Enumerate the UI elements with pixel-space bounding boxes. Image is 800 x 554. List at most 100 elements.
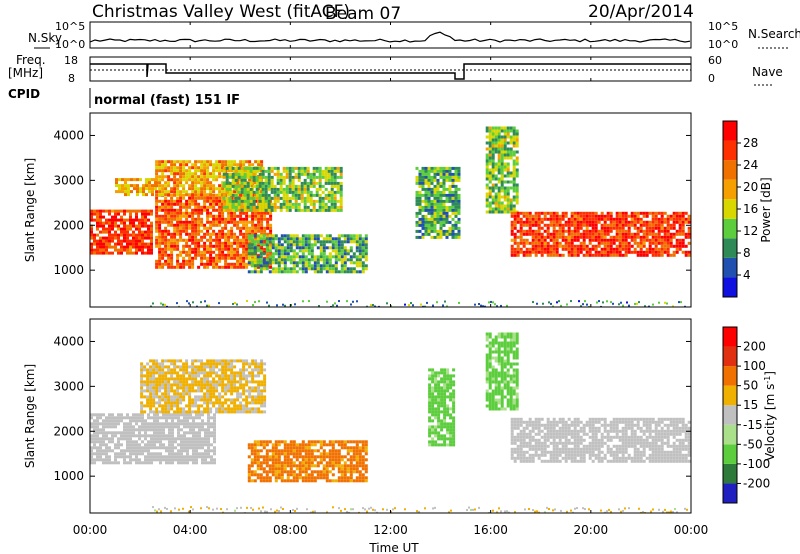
power-ground-scatter: [480, 304, 482, 307]
power-cell-0: [120, 218, 123, 222]
power-cell-2: [239, 229, 243, 233]
power-cell-4: [252, 199, 256, 203]
power-cell-8: [612, 226, 616, 230]
power-cell-4: [255, 178, 259, 182]
power-cell-8: [672, 250, 676, 254]
velocity-cell-1: [167, 377, 171, 381]
velocity-cell-0: [111, 413, 114, 417]
power-cell-4: [267, 193, 271, 197]
power-cell-8: [582, 244, 586, 248]
power-cell-5: [340, 270, 344, 274]
power-cell-0: [120, 230, 123, 234]
power-cell-6: [442, 229, 446, 233]
power-cell-2: [209, 253, 213, 257]
power-cell-5: [328, 252, 332, 256]
power-cell-5: [292, 258, 296, 262]
power-cell-5: [313, 240, 317, 244]
power-cell-3: [194, 172, 198, 176]
power-cell-6: [445, 208, 449, 212]
power-cell-2: [170, 208, 174, 212]
power-cell-7: [491, 171, 495, 175]
power-cell-8: [672, 211, 676, 215]
velocity-cell-0: [156, 440, 159, 444]
power-ground-scatter: [200, 301, 202, 304]
power-cell-5: [352, 261, 356, 265]
power-cell-3: [194, 178, 198, 182]
power-cell-3: [203, 172, 207, 176]
velocity-cell-0: [93, 443, 96, 447]
power-cell-4: [231, 172, 235, 176]
power-cell-5: [322, 243, 326, 247]
power-cell-4: [324, 208, 328, 212]
power-cell-6: [427, 229, 431, 233]
power-cell-3: [164, 163, 168, 167]
power-cell-4: [249, 181, 253, 185]
power-cell-7: [500, 138, 504, 142]
power-cell-4: [246, 193, 250, 197]
velocity-cell-1: [215, 380, 219, 384]
power-cell-2: [242, 247, 246, 251]
power-cell-6: [433, 175, 437, 179]
power-cell-3: [167, 166, 171, 170]
velocity-cell-1: [173, 401, 177, 405]
power-cell-5: [286, 255, 290, 259]
power-cell-7: [512, 153, 516, 157]
power-ground-scatter: [408, 304, 410, 307]
power-cell-7: [506, 150, 510, 154]
power-cell-8: [570, 247, 574, 251]
power-cell-7: [488, 147, 492, 151]
velocity-cell-1: [155, 410, 159, 414]
power-cell-7: [500, 180, 504, 184]
velocity-cell-0: [96, 428, 99, 432]
velocity-cell-1: [221, 386, 225, 390]
velocity-cell-1: [218, 401, 222, 405]
power-cell-6: [454, 211, 458, 215]
power-cell-6: [448, 175, 452, 179]
power-cell-0: [120, 251, 123, 255]
power-cell-2: [191, 196, 195, 200]
power-cell-2: [185, 199, 189, 203]
velocity-cell-1: [197, 365, 201, 369]
power-cell-8: [591, 220, 595, 224]
velocity-cell-1: [164, 380, 168, 384]
power-cell-8: [603, 226, 607, 230]
power-cell-3: [260, 190, 264, 194]
power-cell-2: [230, 226, 234, 230]
power-cell-5: [322, 246, 326, 250]
velocity-cell-0: [162, 422, 165, 426]
power-cell-0: [129, 251, 132, 255]
power-cell-3: [182, 184, 186, 188]
power-cell-2: [212, 262, 216, 266]
power-cell-8: [588, 253, 592, 257]
power-cell-5: [310, 267, 314, 271]
power-cell-8: [669, 217, 673, 221]
power-cell-5: [307, 258, 311, 262]
power-cell-4: [291, 169, 295, 173]
power-cell-6: [442, 217, 446, 221]
power-cell-8: [660, 244, 664, 248]
power-cell-0: [147, 248, 150, 252]
velocity-cell-0: [150, 416, 153, 420]
power-cell-2: [236, 214, 240, 218]
power-cell-2: [224, 220, 228, 224]
velocity-cell-0: [123, 434, 126, 438]
power-cell-2: [158, 205, 162, 209]
power-cell-6: [451, 196, 455, 200]
power-ground-scatter: [664, 301, 666, 304]
power-cell-6: [421, 181, 425, 185]
power-cell-4: [246, 208, 250, 212]
velocity-cell-1: [200, 389, 204, 393]
power-cell-8: [639, 217, 643, 221]
power-cell-6: [457, 202, 461, 206]
power-cell-3: [164, 175, 168, 179]
power-cell-5: [304, 258, 308, 262]
velocity-cell-0: [105, 446, 108, 450]
power-cell-5: [304, 264, 308, 268]
power-cell-8: [606, 229, 610, 233]
nave-label: Nave: [752, 65, 783, 79]
power-cell-8: [543, 250, 547, 254]
power-cell-2: [194, 223, 198, 227]
power-ground-scatter: [582, 303, 584, 306]
power-cell-2: [224, 235, 228, 239]
power-cell-5: [328, 237, 332, 241]
